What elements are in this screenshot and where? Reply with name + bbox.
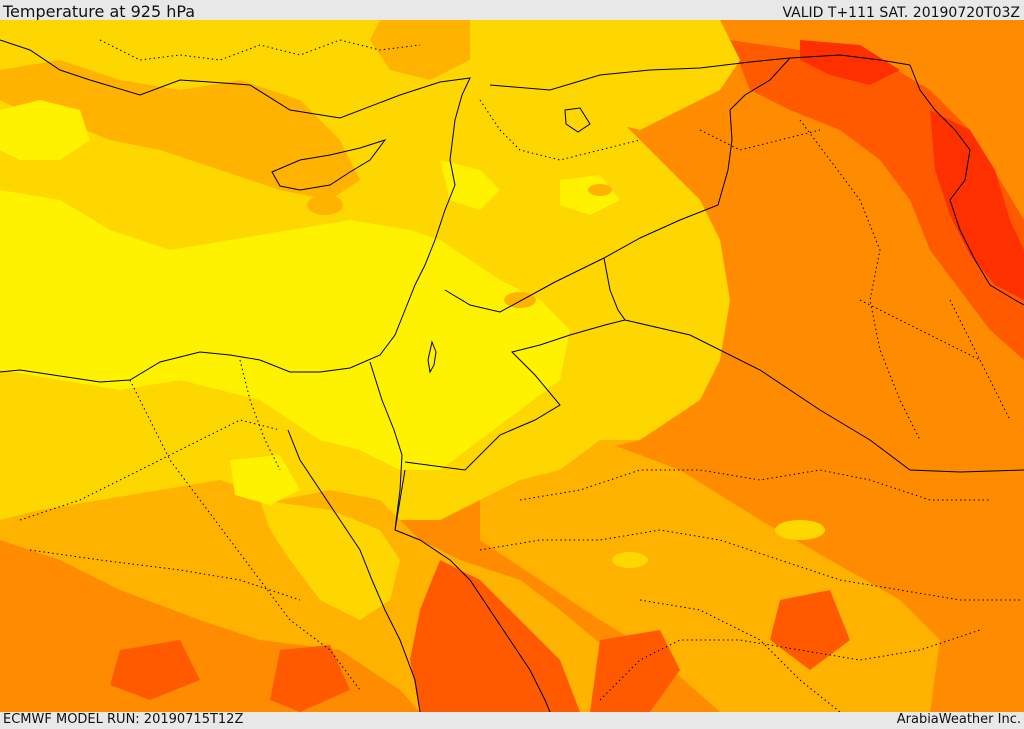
country-border: [624, 319, 1024, 473]
yellow-temperature-zone: [230, 455, 300, 505]
country-border: [404, 257, 626, 471]
red-orange-temperature-zone: [270, 645, 350, 712]
province-border: [519, 469, 990, 501]
province-border: [99, 39, 421, 61]
coastlines: [0, 39, 591, 712]
red-orange-temperature-zone: [110, 640, 200, 700]
temperature-map[interactable]: [0, 20, 1024, 712]
warm-spot: [775, 520, 825, 540]
red-orange-temperature-zone: [730, 40, 1024, 360]
yellow-temperature-zone: [0, 100, 90, 160]
red-orange-temperature-zone: [590, 630, 680, 712]
warm-spot: [630, 406, 670, 424]
lake-outline: [564, 107, 591, 133]
map-title: Temperature at 925 hPa: [3, 2, 196, 21]
province-border: [129, 379, 361, 691]
red-orange-temperature-zone: [410, 560, 580, 712]
header-bar: Temperature at 925 hPa VALID T+111 SAT. …: [0, 0, 1024, 20]
model-run-label: ECMWF MODEL RUN: 20190715T12Z: [3, 712, 244, 727]
dead-sea-outline: [427, 340, 437, 374]
yellow-temperature-zone: [440, 160, 500, 210]
province-border: [599, 629, 981, 701]
red-orange-temperature-zone: [770, 590, 850, 670]
warm-spot: [612, 552, 648, 568]
footer-bar: ECMWF MODEL RUN: 20190715T12Z ArabiaWeat…: [0, 712, 1024, 729]
warm-spot: [504, 292, 536, 308]
valid-time: VALID T+111 SAT. 20190720T03Z: [782, 5, 1020, 21]
red-sea-coastline: [287, 429, 421, 712]
province-borders: [19, 39, 1020, 712]
cyprus-coastline: [271, 139, 387, 191]
amber-temperature-zone: [370, 20, 470, 80]
province-border: [479, 99, 641, 161]
province-border: [479, 529, 1020, 601]
red-temperature-zone: [800, 40, 900, 85]
province-border: [639, 599, 841, 712]
warm-spot: [588, 184, 612, 196]
amber-temperature-zone: [0, 60, 360, 200]
country-borders: [369, 54, 1024, 531]
credit-label: ArabiaWeather Inc.: [896, 712, 1021, 727]
gold-temperature-zone: [260, 500, 400, 620]
coastline: [0, 39, 471, 383]
country-border: [489, 54, 911, 91]
country-border: [369, 361, 403, 531]
red-temperature-zone: [930, 110, 1024, 300]
country-border: [909, 64, 1024, 306]
country-border: [444, 57, 791, 313]
warm-spot: [307, 195, 343, 215]
map-canvas: [0, 20, 1024, 712]
